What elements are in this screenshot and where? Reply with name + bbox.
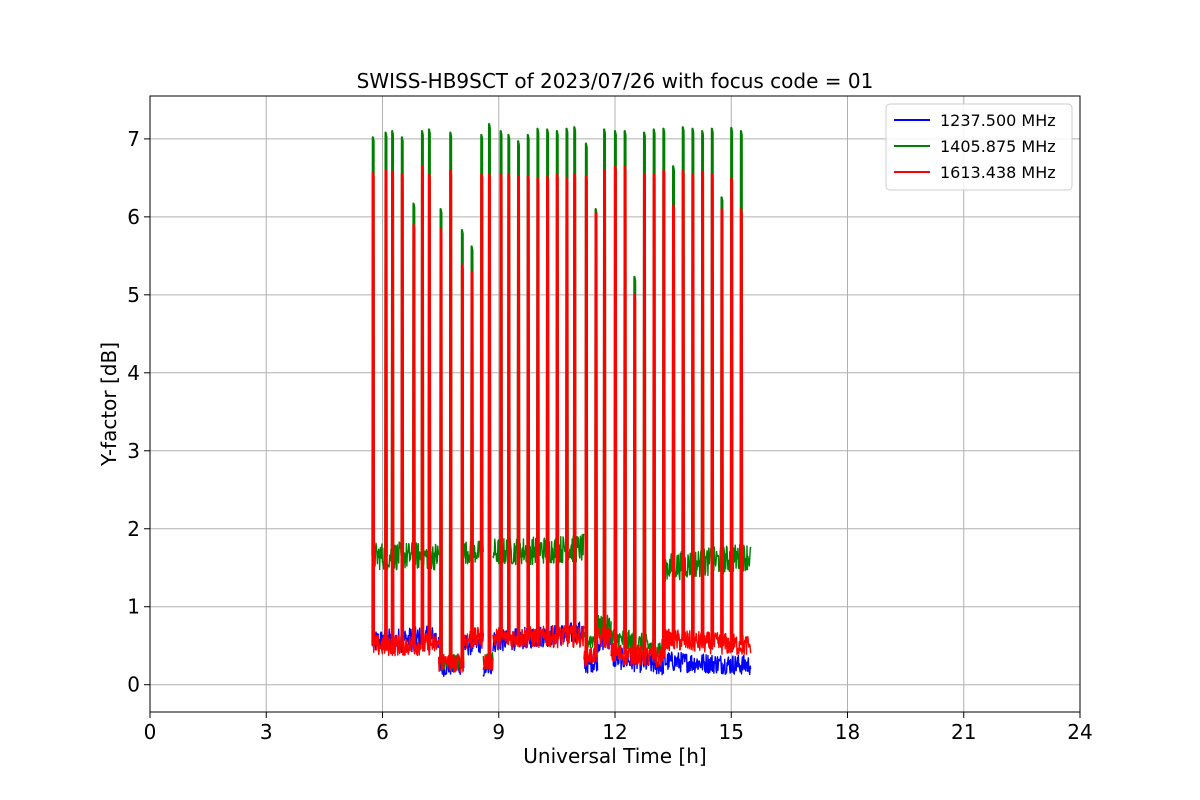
series-peak: [400, 172, 405, 646]
series-peak: [720, 207, 724, 644]
x-tick-label: 15: [719, 720, 744, 744]
series-peak: [729, 176, 734, 645]
series-peak: [460, 264, 465, 663]
series-peak: [420, 165, 425, 645]
series-peak: [479, 172, 484, 639]
y-axis: 0 1 2 3 4 5 6 7: [127, 127, 150, 697]
series-peak: [470, 270, 474, 639]
x-tick-label: 18: [835, 720, 860, 744]
legend-entry: 1613.438 MHz: [940, 163, 1056, 182]
series-peak: [661, 168, 666, 658]
series-peak: [526, 175, 531, 638]
series-peak: [652, 172, 657, 657]
x-tick-label: 9: [492, 720, 505, 744]
series-peak: [487, 172, 492, 662]
legend-box: [885, 103, 1073, 191]
series-peak: [710, 172, 715, 643]
series-peak: [623, 165, 627, 655]
series-peak: [681, 168, 686, 641]
series-peak: [427, 172, 432, 645]
series-peak: [384, 168, 388, 646]
series-peak: [499, 172, 503, 638]
legend-entry: 1237.500 MHz: [940, 111, 1056, 130]
x-tick-label: 6: [376, 720, 389, 744]
x-tick-label: 0: [144, 720, 157, 744]
series-peak: [545, 175, 550, 637]
series-peak: [594, 211, 598, 655]
series-peak: [439, 227, 443, 663]
y-tick-label: 4: [127, 361, 140, 385]
series-peak: [412, 223, 416, 645]
y-tick-label: 1: [127, 595, 140, 619]
y-tick-label: 6: [127, 205, 140, 229]
series-peak: [555, 172, 560, 637]
y-tick-label: 0: [127, 673, 140, 697]
series-peak: [691, 172, 695, 642]
x-tick-label: 12: [602, 720, 627, 744]
series-peak: [565, 176, 569, 637]
series-peak: [700, 170, 705, 643]
series-peak: [448, 168, 453, 663]
y-tick-label: 2: [127, 517, 140, 541]
legend-entry: 1405.875 MHz: [940, 137, 1056, 156]
series-peak: [536, 176, 540, 638]
series-peak: [390, 170, 395, 646]
x-tick-label: 3: [260, 720, 273, 744]
baseline-band: [662, 651, 752, 676]
series-peak: [671, 204, 676, 641]
series-peak: [572, 172, 577, 637]
series-3: [371, 165, 752, 673]
series-peak: [602, 168, 607, 638]
x-axis: 0 3 6 9 12 15 18 21 24: [144, 712, 1093, 744]
baseline-band: [610, 642, 665, 668]
series-peak: [632, 293, 637, 656]
y-axis-label: Y-factor [dB]: [97, 342, 121, 467]
series-peak: [642, 172, 647, 656]
series-peak: [506, 172, 511, 638]
y-tick-label: 7: [127, 127, 140, 151]
series-peak: [584, 175, 589, 657]
baseline-band: [463, 626, 484, 650]
x-axis-label: Universal Time [h]: [523, 744, 706, 768]
x-tick-label: 24: [1067, 720, 1092, 744]
series-peak: [739, 207, 744, 646]
legend: 1237.500 MHz 1405.875 MHz 1613.438 MHz: [885, 103, 1073, 191]
x-tick-label: 21: [951, 720, 976, 744]
series-peak: [516, 175, 521, 638]
baseline-band: [372, 633, 440, 657]
series-peak: [613, 165, 618, 654]
baseline-band: [662, 628, 752, 656]
baseline-band: [662, 544, 752, 583]
y-tick-label: 5: [127, 283, 140, 307]
series-peak: [371, 171, 376, 646]
y-tick-label: 3: [127, 439, 140, 463]
chart-title: SWISS-HB9SCT of 2023/07/26 with focus co…: [357, 69, 874, 93]
series-layer: [371, 122, 752, 677]
